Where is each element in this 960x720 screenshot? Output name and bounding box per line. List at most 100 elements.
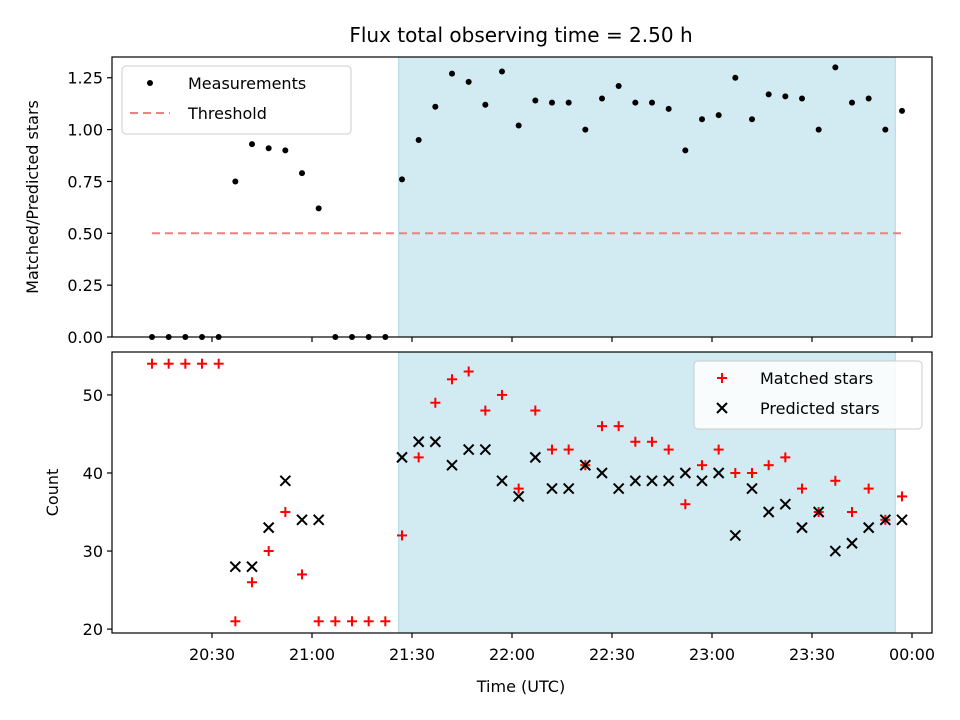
predicted-star-point [629, 475, 642, 487]
predicted-star-point [446, 459, 458, 471]
legend-label: Threshold [187, 104, 267, 123]
predicted-star-point [462, 443, 475, 456]
matched-star-point [313, 616, 324, 627]
measurement-point [732, 74, 739, 81]
matched-star-point [780, 452, 791, 463]
matched-star-point [597, 421, 607, 432]
measurement-point [749, 116, 755, 123]
x-mark-b [246, 560, 258, 573]
matched-star-point [297, 569, 307, 580]
measurement-point [715, 112, 722, 119]
measurement-point [882, 126, 889, 133]
matched-star-point [663, 444, 674, 455]
measurement-point [232, 178, 239, 185]
y-tick-label: 50 [83, 386, 103, 405]
measurement-point [665, 105, 672, 112]
legend-x-icon [716, 402, 728, 414]
x-mark-b [712, 467, 725, 479]
measurement-point [465, 78, 472, 85]
x-mark-b [596, 467, 608, 479]
matched-star-point [763, 460, 774, 471]
predicted-star-point [796, 521, 808, 534]
x-tick-label: 21:30 [389, 645, 435, 664]
predicted-star-point [746, 482, 758, 495]
matched-star-point [163, 358, 174, 369]
matched-star-point [347, 616, 357, 627]
measurement-point [515, 122, 522, 129]
x-mark-b [796, 521, 808, 534]
predicted-star-point [762, 506, 775, 518]
measurement-point [582, 126, 589, 133]
y-axis-title: Matched/Predicted stars [23, 100, 42, 294]
x-mark-b [262, 521, 275, 534]
x-mark-b [896, 514, 908, 526]
matched-star-point [363, 616, 374, 627]
shaded-region [398, 56, 896, 338]
measurement-point [432, 103, 439, 110]
top-panel: 0.00 0.25 0.50 0.75 1.00 1.25 Matched/Predicte… [23, 56, 933, 347]
x-mark-b [829, 545, 842, 557]
legend-dot-icon [147, 80, 153, 86]
x-mark-b [396, 451, 408, 464]
x-mark-b [429, 436, 442, 448]
measurement-point [849, 99, 855, 106]
measurement-point [449, 70, 455, 77]
measurement-point [699, 116, 705, 123]
predicted-star-point [879, 514, 892, 526]
measurement-point [299, 170, 305, 177]
measurement-point [682, 147, 689, 154]
predicted-star-point [812, 506, 825, 518]
matched-star-point [513, 483, 524, 494]
predicted-star-point [546, 482, 558, 495]
predicted-star-point [729, 529, 742, 542]
matched-star-point [330, 616, 341, 627]
measurement-point [282, 147, 289, 154]
measurement-point [265, 145, 272, 152]
x-mark-b [746, 482, 758, 495]
matched-star-point [697, 460, 707, 471]
predicted-star-point [246, 560, 258, 573]
x-tick-label: 22:30 [589, 645, 635, 664]
x-tick-label: 23:00 [689, 645, 735, 664]
matched-star-point [447, 374, 457, 385]
y-tick-label: 0.00 [67, 328, 103, 347]
x-mark-b [679, 467, 692, 479]
predicted-star-point [579, 459, 592, 471]
matched-star-point [263, 546, 274, 557]
measurement-point [532, 97, 539, 104]
matched-star-point [713, 444, 724, 455]
x-tick-label: 20:30 [189, 645, 235, 664]
x-mark-b [862, 521, 875, 534]
predicted-star-point [396, 451, 408, 464]
x-mark-b [846, 537, 858, 549]
matched-star-point [847, 507, 857, 518]
x-mark-b [612, 482, 625, 495]
x-mark-b [629, 475, 642, 487]
matched-star-point [213, 358, 224, 369]
x-mark-b [879, 514, 892, 526]
measurement-point [615, 83, 622, 90]
predicted-star-point [596, 467, 608, 479]
x-mark-b [646, 475, 658, 487]
matched-star-point [197, 358, 207, 369]
matched-star-point [747, 467, 757, 478]
predicted-star-point [412, 436, 425, 448]
matched-star-point [830, 475, 841, 486]
measurement-point [782, 93, 789, 100]
legend-label: Measurements [188, 74, 306, 93]
y-tick-label: 1.25 [67, 69, 103, 88]
x-mark-b [462, 443, 475, 456]
x-mark-b [229, 560, 242, 573]
legend-box [693, 360, 923, 430]
y-tick-label: 0.75 [67, 172, 103, 191]
predicted-star-point [529, 451, 542, 464]
predicted-star-point [696, 475, 708, 487]
matched-star-point [730, 467, 741, 478]
predicted-star-point [296, 514, 308, 526]
y-tick-label: 0.25 [67, 276, 103, 295]
measurement-point [649, 99, 655, 106]
x-mark-b [762, 506, 775, 518]
measurement-point [549, 99, 555, 106]
measurement-point [565, 99, 572, 106]
